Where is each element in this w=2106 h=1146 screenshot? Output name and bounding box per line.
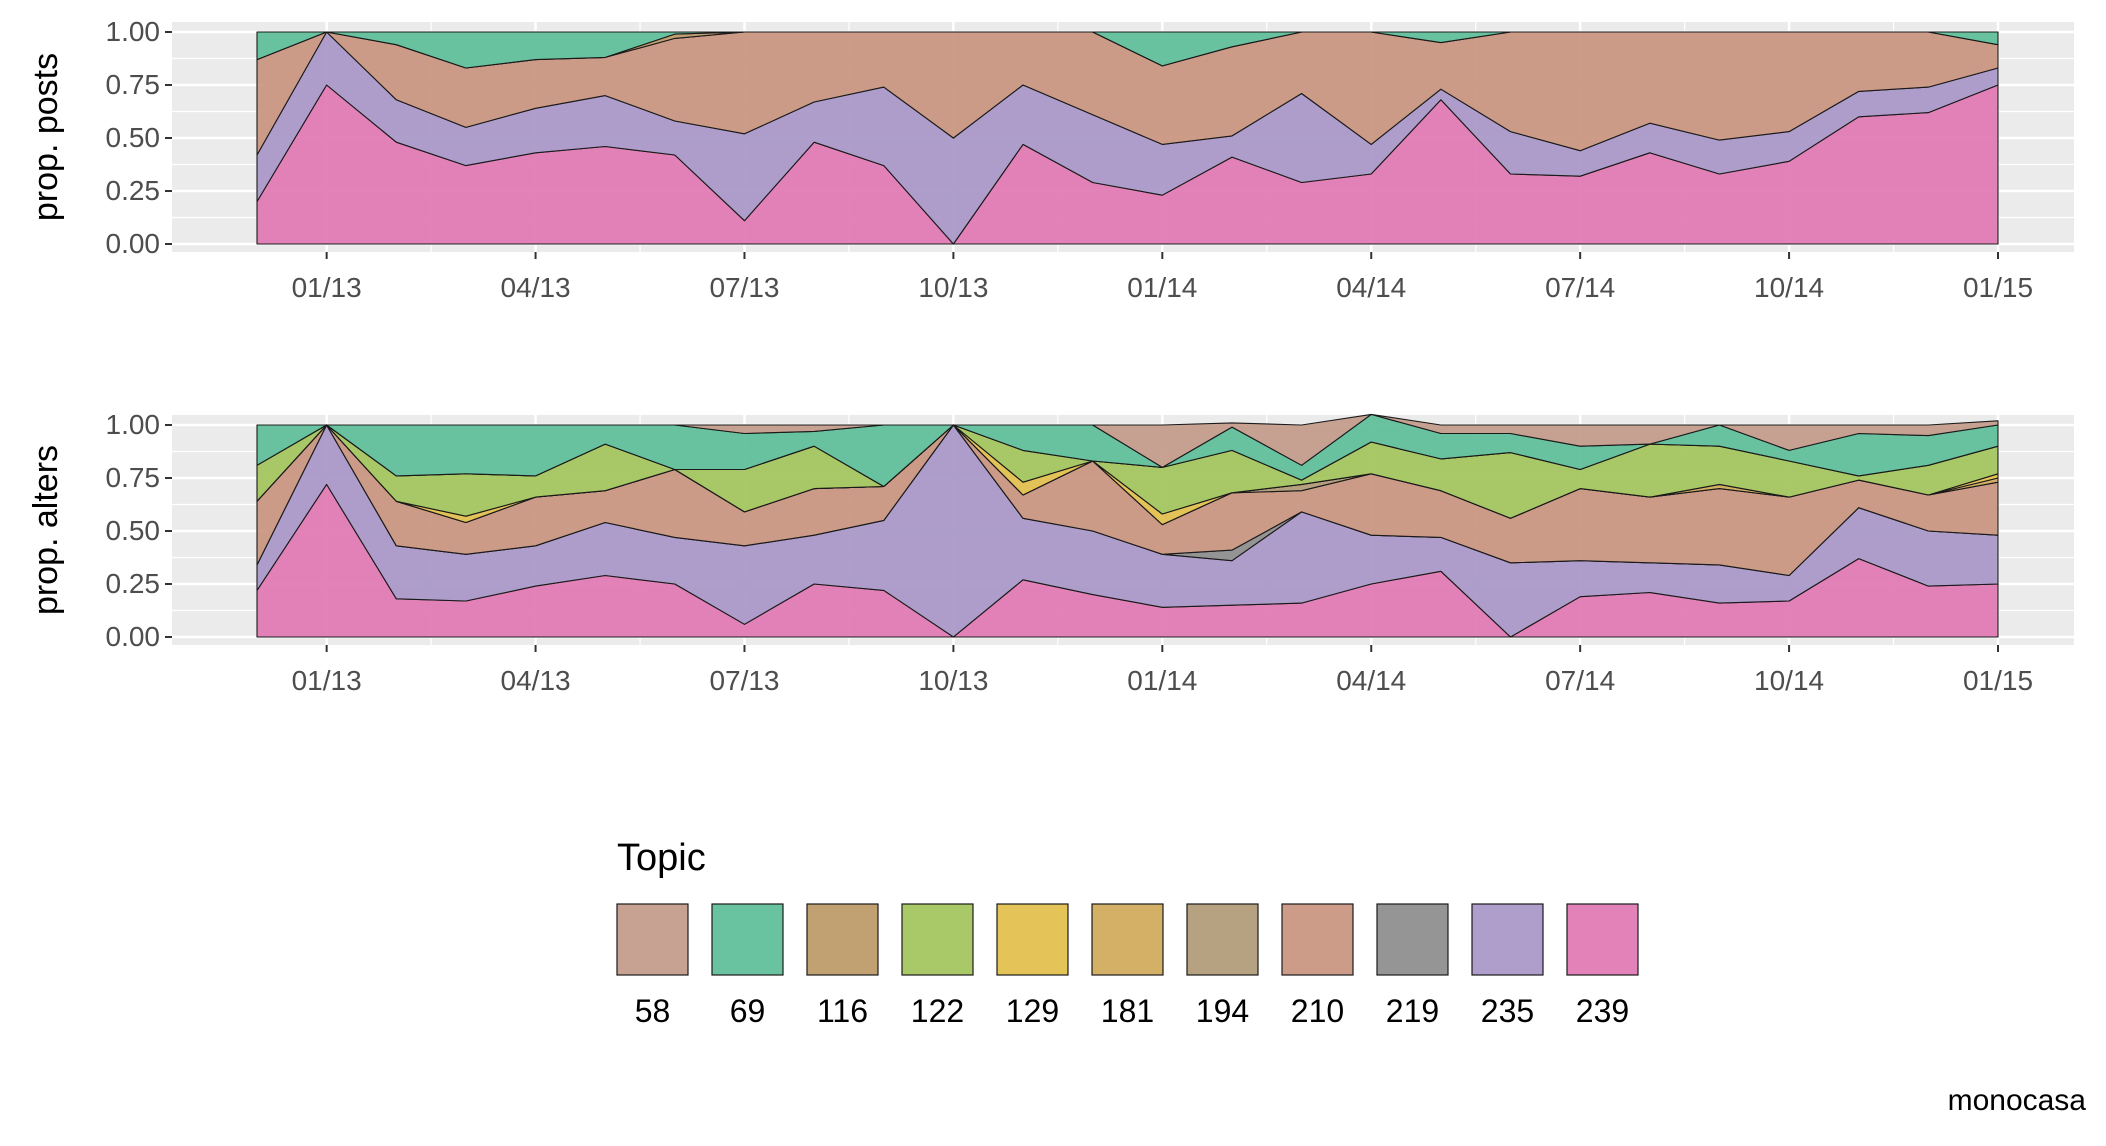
plot-caption: monocasa (1948, 1084, 2087, 1117)
x-tick-label: 07/13 (709, 272, 779, 303)
legend-label: 194 (1196, 993, 1249, 1029)
legend-label: 69 (730, 993, 766, 1029)
legend-key-219 (1376, 903, 1449, 976)
x-tick-label: 10/13 (918, 665, 988, 696)
y-tick-label: 1.00 (106, 16, 161, 47)
legend-label: 129 (1006, 993, 1059, 1029)
legend-key-235 (1471, 903, 1544, 976)
legend-key-69 (711, 903, 784, 976)
legend-label: 116 (817, 993, 868, 1029)
area-series-69 (256, 31, 1999, 69)
x-tick-label: 01/14 (1127, 665, 1197, 696)
legend-label: 181 (1101, 993, 1154, 1029)
y-tick-label: 0.00 (106, 228, 161, 259)
x-tick-label: 04/14 (1336, 665, 1406, 696)
legend-key-239 (1566, 903, 1639, 976)
x-tick-label: 01/15 (1963, 272, 2033, 303)
x-tick-label: 10/14 (1754, 272, 1824, 303)
y-tick-label: 0.50 (106, 515, 161, 546)
legend-key-194 (1186, 903, 1259, 976)
x-tick-label: 01/15 (1963, 665, 2033, 696)
x-tick-label: 07/14 (1545, 665, 1615, 696)
legend-key-129 (996, 903, 1069, 976)
area-series-58 (256, 413, 1999, 468)
chart-panel-2: 0.00 0.25 0.50 0.75 1.00 01/13 04/13 07/13 10/13… (27, 409, 2074, 696)
x-tick-label: 07/14 (1545, 272, 1615, 303)
y-tick-label: 1.00 (106, 409, 161, 440)
legend-key-210 (1281, 903, 1354, 976)
x-tick-label: 07/13 (709, 665, 779, 696)
y-tick-label: 0.25 (106, 568, 161, 599)
x-tick-label: 01/14 (1127, 272, 1197, 303)
x-tick-label: 10/14 (1754, 665, 1824, 696)
legend-label: 122 (911, 993, 964, 1029)
x-tick-label: 04/14 (1336, 272, 1406, 303)
x-tick-label: 01/13 (292, 272, 362, 303)
x-tick-label: 04/13 (501, 665, 571, 696)
legend-label: 235 (1481, 993, 1534, 1029)
chart-panel-1: 0.00 0.25 0.50 0.75 1.00 01/13 04/13 07/13 10/13… (27, 16, 2074, 303)
y-tick-label: 0.75 (106, 69, 161, 100)
y-tick-label: 0.00 (106, 621, 161, 652)
y-axis-title: prop. alters (27, 445, 65, 615)
x-tick-label: 01/13 (292, 665, 362, 696)
y-tick-label: 0.50 (106, 122, 161, 153)
legend-title: Topic (617, 837, 706, 879)
x-tick-label: 10/13 (918, 272, 988, 303)
legend: Topic 58 69 116 122 129 181 194 210 219 235 239 (616, 837, 1639, 1029)
y-tick-label: 0.25 (106, 175, 161, 206)
y-axis-title: prop. posts (27, 53, 65, 221)
legend-label: 58 (635, 993, 671, 1029)
legend-label: 239 (1576, 993, 1629, 1029)
legend-label: 210 (1291, 993, 1344, 1029)
y-tick-label: 0.75 (106, 462, 161, 493)
legend-key-116 (806, 903, 879, 976)
x-tick-label: 04/13 (501, 272, 571, 303)
legend-label: 219 (1386, 993, 1439, 1029)
legend-key-181 (1091, 903, 1164, 976)
legend-key-58 (616, 903, 689, 976)
legend-key-122 (901, 903, 974, 976)
